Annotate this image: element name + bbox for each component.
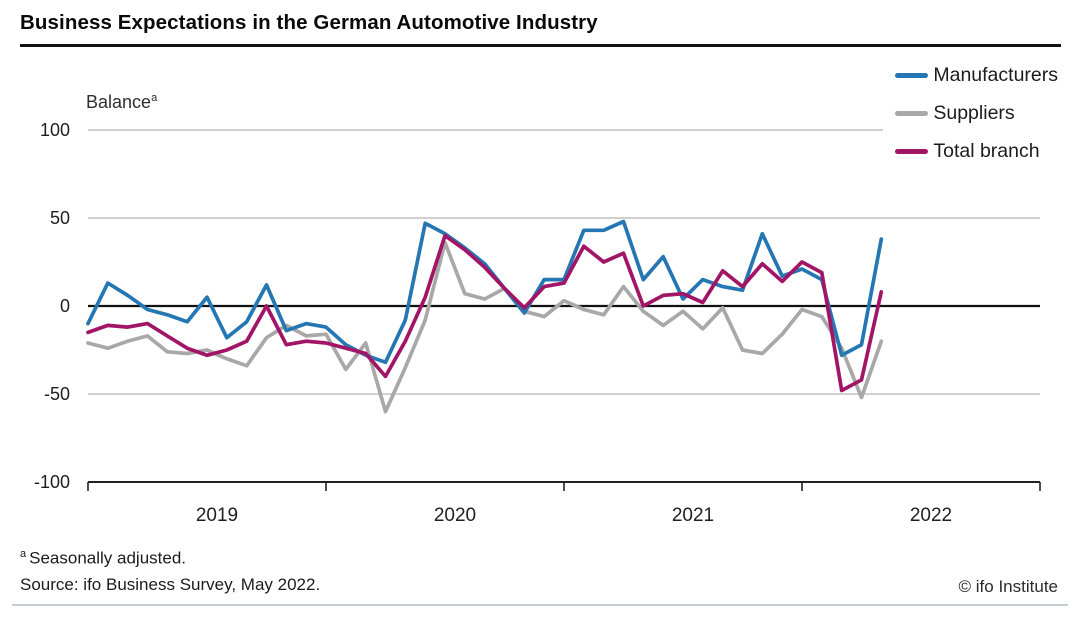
title-rule xyxy=(20,44,1061,47)
legend-item-total-branch: Total branch xyxy=(895,137,1058,166)
x-tick-label-2020: 2020 xyxy=(433,505,477,526)
y-axis-title: Balancea xyxy=(86,92,158,112)
footnote-seasonally-adjusted: a Seasonally adjusted. xyxy=(20,548,187,568)
legend-label: Total branch xyxy=(933,140,1040,162)
x-tick-label-2022: 2022 xyxy=(909,505,953,526)
x-tick-label-2019: 2019 xyxy=(195,505,239,526)
bottom-rule xyxy=(12,604,1068,606)
series-line-suppliers xyxy=(86,240,884,414)
legend-label: Suppliers xyxy=(933,102,1015,124)
x-tick-label-2021: 2021 xyxy=(671,505,715,526)
copyright-note: © ifo Institute xyxy=(958,577,1058,596)
legend: Manufacturers Suppliers Total branch xyxy=(883,57,1060,170)
legend-item-manufacturers: Manufacturers xyxy=(895,61,1058,90)
source-note: Source: ifo Business Survey, May 2022. xyxy=(20,575,321,594)
series-line-manufacturers xyxy=(86,219,884,365)
y-tick-label-0: 0 xyxy=(59,296,70,316)
page-title: Business Expectations in the German Auto… xyxy=(20,11,598,34)
legend-label: Manufacturers xyxy=(933,64,1058,86)
series-line-total-branch xyxy=(86,233,884,393)
legend-swatch-icon xyxy=(895,111,929,116)
y-tick-label-100: 100 xyxy=(39,120,70,140)
y-tick-label-50: 50 xyxy=(49,208,70,228)
y-tick-label--50: -50 xyxy=(43,384,70,404)
y-tick-label--100: -100 xyxy=(33,472,70,492)
legend-swatch-icon xyxy=(895,149,929,154)
legend-item-suppliers: Suppliers xyxy=(895,99,1058,128)
legend-swatch-icon xyxy=(895,73,929,78)
